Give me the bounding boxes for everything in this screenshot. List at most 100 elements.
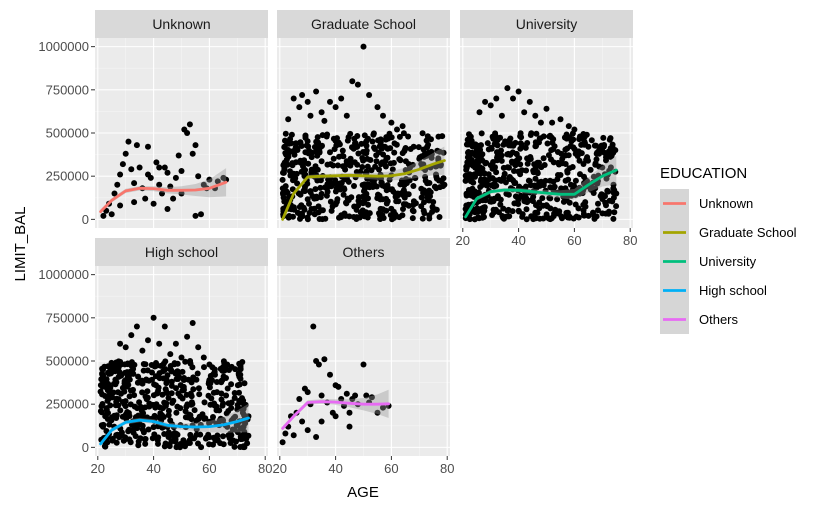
data-layer <box>97 314 252 451</box>
data-point <box>167 363 174 369</box>
data-point <box>387 145 394 152</box>
x-tick-label: 40 <box>146 461 160 476</box>
data-point <box>159 405 166 412</box>
data-point <box>319 132 326 139</box>
data-point <box>466 171 473 178</box>
data-point <box>117 171 124 178</box>
data-point <box>206 176 213 183</box>
data-point <box>593 142 599 149</box>
data-point <box>145 143 151 150</box>
data-point <box>572 177 579 184</box>
data-point <box>516 208 522 215</box>
data-point <box>590 209 596 216</box>
data-point <box>418 203 425 210</box>
data-point <box>115 389 121 396</box>
data-point <box>373 152 380 159</box>
data-layer <box>279 323 392 446</box>
y-tick-label: 1000000 <box>38 39 89 54</box>
data-point <box>321 356 328 363</box>
data-point <box>331 146 338 153</box>
legend-label: High school <box>699 283 767 298</box>
data-point <box>530 169 537 176</box>
data-point <box>290 170 297 177</box>
data-point <box>411 174 418 181</box>
data-point <box>507 151 514 158</box>
data-point <box>532 112 539 119</box>
data-point <box>502 179 509 186</box>
x-tick-label: 60 <box>567 233 581 248</box>
data-point <box>487 102 494 109</box>
data-point <box>135 373 142 380</box>
data-point <box>365 201 372 208</box>
data-point <box>366 210 373 217</box>
data-point <box>130 370 137 377</box>
data-point <box>530 215 537 222</box>
legend-title: EDUCATION <box>660 165 747 182</box>
data-point <box>165 395 172 401</box>
data-point <box>550 178 557 185</box>
data-point <box>97 388 104 395</box>
data-point <box>220 400 227 407</box>
data-point <box>373 158 380 165</box>
x-tick-label: 60 <box>384 461 398 476</box>
facet-strip <box>95 238 268 266</box>
data-point <box>351 183 357 189</box>
data-point <box>580 207 587 214</box>
data-point <box>484 182 491 189</box>
data-point <box>428 148 435 155</box>
data-point <box>382 163 389 170</box>
data-point <box>174 360 181 367</box>
data-point <box>280 169 286 176</box>
data-point <box>567 143 574 150</box>
data-point <box>172 174 179 181</box>
data-point <box>166 441 173 448</box>
data-point <box>433 171 439 178</box>
data-point <box>111 190 118 197</box>
data-point <box>609 144 616 151</box>
data-point <box>139 413 145 419</box>
data-point <box>363 150 370 157</box>
data-point <box>517 161 524 168</box>
data-point <box>234 406 241 413</box>
data-point <box>237 363 244 370</box>
data-point <box>279 439 286 446</box>
facet-strip-label: High school <box>145 244 218 260</box>
data-point <box>220 358 227 365</box>
data-point <box>522 144 529 151</box>
data-point <box>112 381 119 388</box>
data-point <box>150 200 157 207</box>
data-point <box>352 140 359 146</box>
data-point <box>319 207 326 214</box>
data-point <box>536 215 543 222</box>
data-point <box>136 399 143 406</box>
data-point <box>182 358 189 365</box>
data-point <box>491 183 498 190</box>
data-point <box>318 392 325 399</box>
data-point <box>195 344 202 351</box>
data-point <box>115 402 122 409</box>
data-point <box>318 109 325 116</box>
data-point <box>228 405 235 411</box>
data-point <box>563 131 570 138</box>
data-point <box>214 178 221 185</box>
data-point <box>343 390 350 397</box>
data-point <box>536 199 543 206</box>
data-point <box>437 184 443 191</box>
data-point <box>360 200 366 207</box>
data-point <box>323 192 330 199</box>
data-point <box>540 155 547 162</box>
data-point <box>297 191 304 198</box>
data-point <box>581 173 587 180</box>
data-point <box>175 376 182 382</box>
data-point <box>205 431 212 438</box>
x-tick-label: 60 <box>202 461 216 476</box>
data-point <box>191 435 198 442</box>
data-point <box>182 408 189 415</box>
y-tick-label: 750000 <box>46 82 89 97</box>
data-point <box>341 210 348 217</box>
data-point <box>593 150 600 157</box>
data-point <box>107 402 114 409</box>
legend-label: University <box>699 254 757 269</box>
y-tick-label: 500000 <box>46 126 89 141</box>
data-point <box>532 143 539 150</box>
